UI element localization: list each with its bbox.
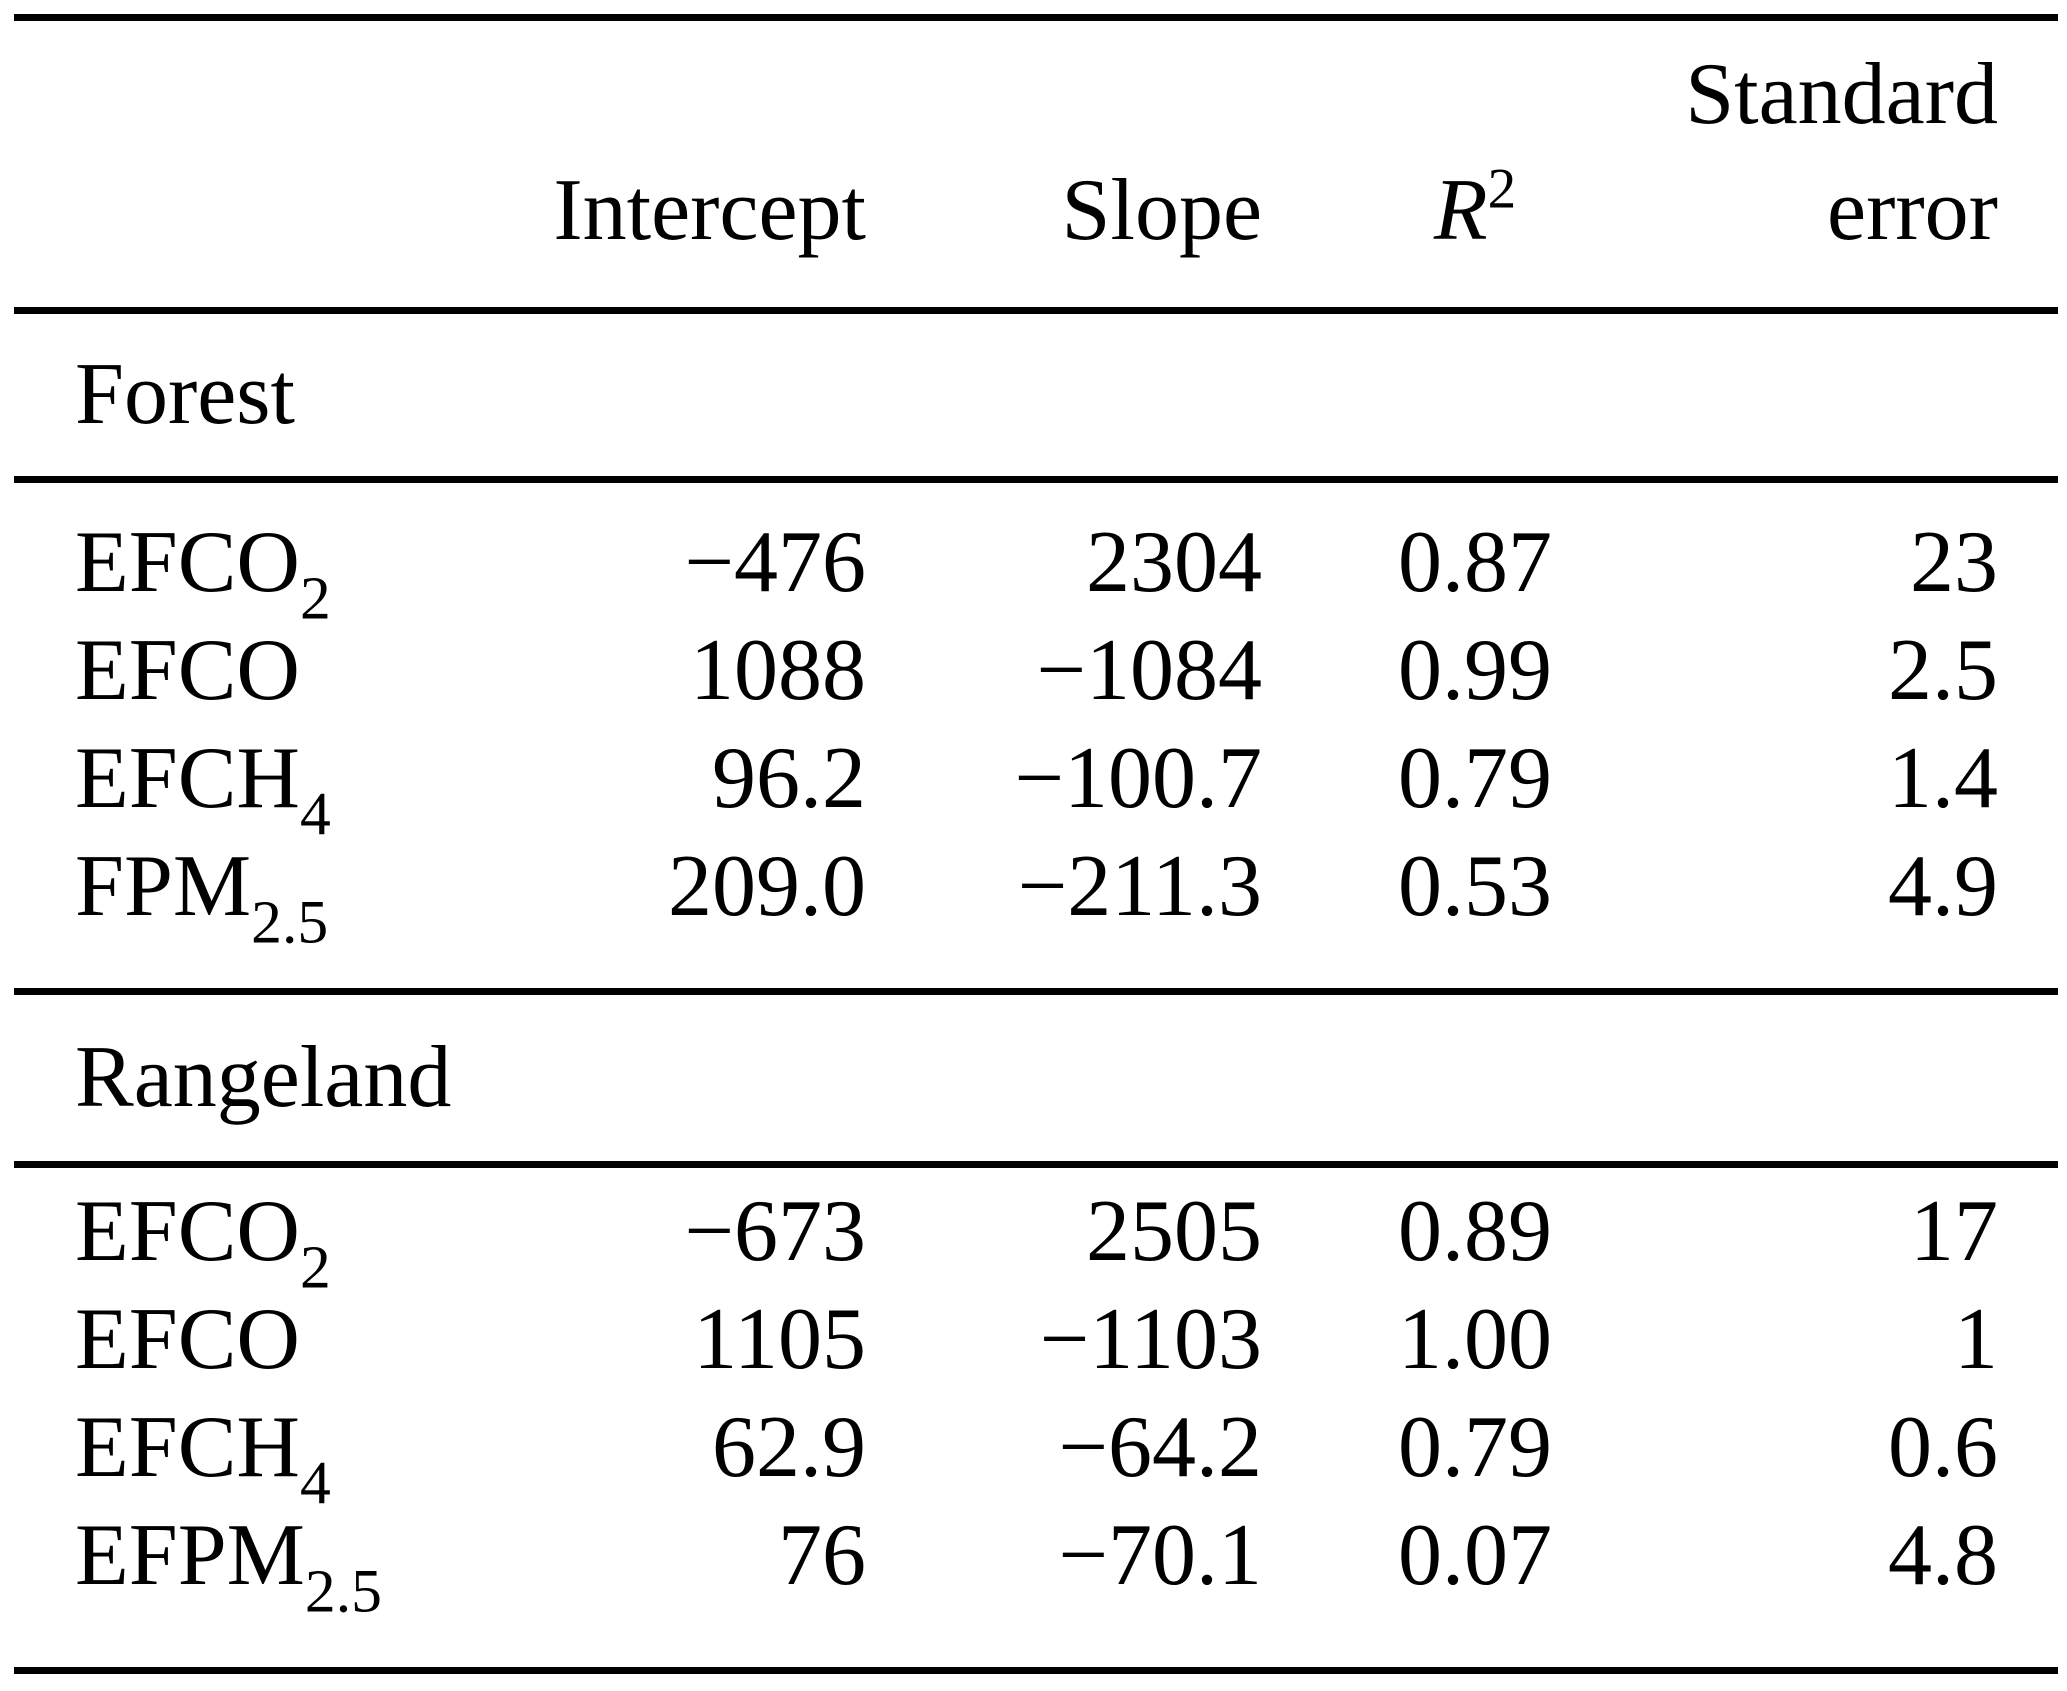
- header-standard-error: Standard error: [1658, 37, 2058, 269]
- cell-standard-error: 2.5: [1888, 622, 1998, 719]
- header-intercept: Intercept: [553, 162, 866, 259]
- rangeland-data-block: EFCO2 −673 2505 0.89 17 EFCO 1105 −1103 …: [14, 1168, 2058, 1623]
- species-base: FPM: [75, 838, 252, 935]
- cell-standard-error: 0.6: [1888, 1399, 1998, 1496]
- horizontal-rule-bottom: [14, 1667, 2058, 1674]
- horizontal-rule: [14, 988, 2058, 995]
- cell-standard-error: 1.4: [1888, 730, 1998, 827]
- cell-species: EFCO2: [14, 1188, 546, 1299]
- cell-slope: −64.2: [1058, 1399, 1262, 1496]
- species-subscript: 4: [299, 1449, 331, 1518]
- cell-slope: −100.7: [1014, 730, 1262, 827]
- table-row: FPM2.5 209.0 −211.3 0.53 4.9: [14, 833, 2058, 954]
- cell-species: EFCH4: [14, 735, 546, 846]
- species-subscript: 2.5: [251, 888, 329, 957]
- horizontal-rule: [14, 1161, 2058, 1168]
- cell-species: EFCH4: [14, 1404, 546, 1515]
- cell-slope: −70.1: [1058, 1507, 1262, 1604]
- table-row: EFCH4 62.9 −64.2 0.79 0.6: [14, 1394, 2058, 1515]
- species-subscript: 2: [299, 564, 331, 633]
- cell-species: FPM2.5: [14, 843, 546, 954]
- species-base: EFCH: [75, 730, 300, 827]
- header-slope: Slope: [1061, 162, 1262, 259]
- species-base: EFCO: [75, 1183, 300, 1280]
- cell-intercept: 1105: [693, 1291, 866, 1388]
- cell-standard-error: 1: [1954, 1291, 1998, 1388]
- section-label-text: Rangeland: [75, 1029, 452, 1126]
- cell-r-squared: 0.89: [1398, 1183, 1552, 1280]
- cell-species: EFCO: [14, 627, 546, 715]
- cell-slope: −1103: [1039, 1291, 1262, 1388]
- species-subscript: 4: [299, 780, 331, 849]
- cell-intercept: −673: [684, 1183, 866, 1280]
- table-row: EFPM2.5 76 −70.1 0.07 4.8: [14, 1502, 2058, 1623]
- cell-r-squared: 0.07: [1398, 1507, 1552, 1604]
- cell-r-squared: 1.00: [1398, 1291, 1552, 1388]
- table-row: EFCO2 −476 2304 0.87 23: [14, 509, 2058, 630]
- cell-intercept: 96.2: [712, 730, 866, 827]
- species-base: EFPM: [75, 1507, 305, 1604]
- cell-r-squared: 0.87: [1398, 514, 1552, 611]
- r-symbol: R: [1433, 162, 1488, 259]
- cell-intercept: −476: [684, 514, 866, 611]
- cell-intercept: 1088: [690, 622, 866, 719]
- species-base: EFCH: [75, 1399, 300, 1496]
- cell-r-squared: 0.79: [1398, 1399, 1552, 1496]
- species-base: EFCO: [75, 1291, 300, 1388]
- cell-slope: 2304: [1086, 514, 1262, 611]
- horizontal-rule: [14, 307, 2058, 314]
- header-standard-error-line2: error: [1827, 162, 1998, 259]
- species-subscript: 2: [299, 1233, 331, 1302]
- table-row: EFCO 1088 −1084 0.99 2.5: [14, 617, 2058, 725]
- cell-intercept: 62.9: [712, 1399, 866, 1496]
- cell-standard-error: 4.8: [1888, 1507, 1998, 1604]
- species-base: EFCO: [75, 622, 300, 719]
- table-row: EFCO 1105 −1103 1.00 1: [14, 1286, 2058, 1394]
- horizontal-rule: [14, 476, 2058, 483]
- cell-species: EFCO: [14, 1296, 546, 1384]
- header-r-squared: R2: [1262, 153, 1658, 269]
- r-squared-exponent: 2: [1487, 157, 1517, 221]
- table-row: EFCH4 96.2 −100.7 0.79 1.4: [14, 725, 2058, 846]
- header-standard-error-line1: Standard: [1685, 46, 1998, 143]
- regression-table: Intercept Slope R2 Standard error Forest…: [14, 0, 2058, 1674]
- cell-intercept: 76: [778, 1507, 866, 1604]
- forest-data-block: EFCO2 −476 2304 0.87 23 EFCO 1088 −1084 …: [14, 483, 2058, 954]
- cell-standard-error: 17: [1910, 1183, 1998, 1280]
- section-label-forest: Forest: [14, 314, 2058, 476]
- cell-slope: 2505: [1086, 1183, 1262, 1280]
- cell-species: EFPM2.5: [14, 1512, 546, 1623]
- table-header-row: Intercept Slope R2 Standard error: [14, 21, 2058, 307]
- species-base: EFCO: [75, 514, 300, 611]
- horizontal-rule-top: [14, 14, 2058, 21]
- species-subscript: 2.5: [304, 1557, 382, 1626]
- cell-r-squared: 0.99: [1398, 622, 1552, 719]
- cell-slope: −211.3: [1017, 838, 1262, 935]
- table-row: EFCO2 −673 2505 0.89 17: [14, 1178, 2058, 1299]
- cell-r-squared: 0.79: [1398, 730, 1552, 827]
- cell-r-squared: 0.53: [1398, 838, 1552, 935]
- cell-intercept: 209.0: [668, 838, 866, 935]
- cell-species: EFCO2: [14, 519, 546, 630]
- cell-standard-error: 23: [1910, 514, 1998, 611]
- cell-standard-error: 4.9: [1888, 838, 1998, 935]
- cell-slope: −1084: [1036, 622, 1262, 719]
- section-label-text: Forest: [75, 346, 295, 443]
- section-label-rangeland: Rangeland: [14, 995, 2058, 1161]
